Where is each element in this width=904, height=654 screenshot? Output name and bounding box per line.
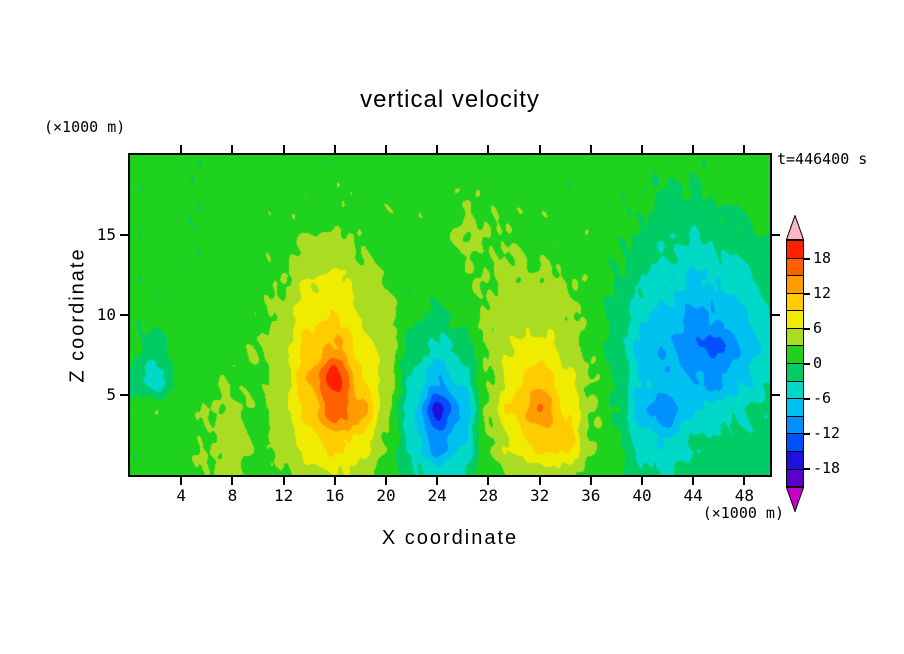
- x-axis-tick-top: [487, 145, 490, 153]
- colorbar-label: -12: [813, 423, 841, 442]
- x-axis-tick-top: [743, 145, 746, 153]
- colorbar-label: 12: [813, 283, 832, 302]
- colorbar-label: 18: [813, 248, 832, 267]
- z-axis-tick-right: [772, 394, 780, 396]
- colorbar: [786, 240, 804, 487]
- x-axis-tick: [589, 477, 592, 485]
- colorbar-band: [787, 327, 803, 346]
- colorbar-band: [787, 345, 803, 364]
- x-axis-tick-top: [231, 145, 234, 153]
- colorbar-label: -6: [813, 388, 832, 407]
- x-tick-label: 48: [734, 486, 755, 505]
- colorbar-band: [787, 450, 803, 469]
- z-axis-tick: [120, 234, 128, 236]
- colorbar-band: [787, 292, 803, 311]
- colorbar-band: [787, 275, 803, 293]
- colorbar-under-arrow: [786, 487, 804, 512]
- x-axis-title: X coordinate: [381, 527, 519, 549]
- colorbar-band: [787, 415, 803, 434]
- x-tick-label: 28: [478, 486, 499, 505]
- colorbar-label: 6: [813, 318, 823, 337]
- x-tick-label: 36: [581, 486, 601, 505]
- x-axis-tick-top: [333, 145, 336, 153]
- x-axis-tick: [641, 477, 643, 485]
- x-axis-tick: [538, 477, 541, 485]
- colorbar-band: [787, 241, 803, 258]
- colorbar-label: -18: [813, 458, 841, 477]
- x-axis-tick: [692, 477, 695, 485]
- x-tick-label: 4: [176, 486, 186, 505]
- x-axis-tick-top: [641, 145, 643, 153]
- z-axis-tick: [120, 314, 128, 316]
- x-tick-label: 44: [683, 486, 703, 505]
- z-axis-tick: [120, 394, 128, 396]
- colorbar-tick: [804, 327, 810, 330]
- colorbar-tick: [804, 467, 810, 470]
- colorbar-tick: [804, 432, 810, 435]
- x-tick-label: 8: [227, 486, 238, 505]
- colorbar-band: [787, 398, 803, 416]
- time-annotation: t=446400 s: [777, 150, 868, 168]
- z-tick-label: 10: [96, 305, 116, 324]
- x-tick-label: 20: [376, 486, 396, 505]
- x-axis-tick: [487, 477, 490, 485]
- x-axis-tick: [231, 477, 234, 485]
- colorbar-tick: [804, 397, 810, 400]
- x-axis-tick-top: [180, 145, 183, 153]
- chart-title: vertical velocity: [360, 86, 540, 113]
- z-axis-tick-right: [772, 314, 780, 316]
- colorbar-tick: [804, 257, 810, 260]
- x-axis-tick: [385, 477, 387, 485]
- x-tick-label: 32: [529, 486, 550, 505]
- x-axis-tick: [436, 477, 439, 485]
- z-tick-label: 15: [96, 225, 116, 244]
- x-axis-tick: [333, 477, 336, 485]
- x-tick-label: 12: [273, 486, 294, 505]
- x-axis-tick-top: [385, 145, 387, 153]
- colorbar-over-arrow: [786, 215, 804, 240]
- x-tick-label: 16: [325, 486, 345, 505]
- colorbar-tick: [804, 292, 810, 295]
- x-axis-tick: [282, 477, 285, 485]
- x-axis-units-label: (×1000 m): [702, 504, 784, 522]
- colorbar-band: [787, 363, 803, 381]
- colorbar-band: [787, 310, 803, 328]
- x-tick-label: 40: [632, 486, 652, 505]
- colorbar-label: 0: [813, 353, 823, 372]
- x-axis-tick: [180, 477, 183, 485]
- plot-area: [128, 153, 772, 477]
- x-axis-tick-top: [436, 145, 439, 153]
- x-axis-tick: [743, 477, 746, 485]
- z-tick-label: 5: [106, 385, 116, 404]
- x-tick-label: 24: [427, 486, 447, 505]
- colorbar-tick: [804, 362, 810, 365]
- x-axis-tick-top: [282, 145, 285, 153]
- colorbar-band: [787, 257, 803, 276]
- contour-field: [130, 155, 770, 475]
- x-axis-tick-top: [692, 145, 695, 153]
- colorbar-band: [787, 380, 803, 399]
- x-axis-tick-top: [589, 145, 592, 153]
- colorbar-band: [787, 468, 803, 487]
- z-axis-units-label: (×1000 m): [44, 118, 126, 136]
- x-axis-tick-top: [538, 145, 541, 153]
- z-axis-tick-right: [772, 234, 780, 236]
- colorbar-band: [787, 433, 803, 451]
